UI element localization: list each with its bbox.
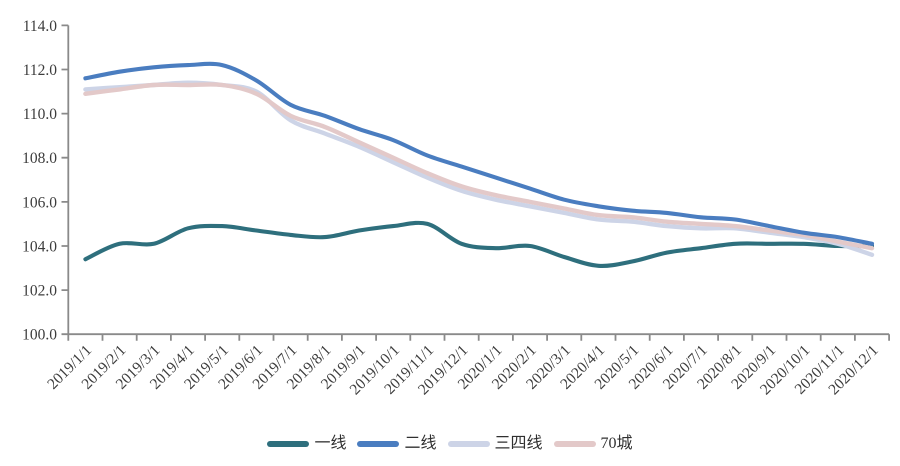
series-line-0 [83,220,875,268]
legend-label: 三四线 [494,435,543,452]
y-tick-label: 104.0 [22,239,57,256]
y-tick-label: 106.0 [22,194,57,211]
y-tick-label: 108.0 [22,150,57,167]
seventy-cities-line-swatch-icon [553,441,596,447]
legend-label: 70城 [600,435,633,452]
y-tick-label: 100.0 [22,327,57,344]
legend-label: 二线 [404,435,437,452]
chart-legend: 一线 二线 三四线 70城 [0,433,900,455]
legend-item-third-fourth-tier: 三四线 [447,435,543,452]
first-tier-line-swatch-icon [267,441,310,447]
legend-label: 一线 [314,435,347,452]
y-tick-label: 114.0 [23,18,58,35]
series-line-1 [83,61,875,246]
legend-item-70-cities: 70城 [553,435,633,452]
legend-item-second-tier: 二线 [357,435,437,452]
y-tick-label: 102.0 [22,283,57,300]
y-tick-label: 110.0 [23,106,58,123]
y-tick-label: 112.0 [23,62,58,79]
axes [61,24,890,341]
third-fourth-tier-line-swatch-icon [447,441,490,447]
second-tier-line-swatch-icon [357,441,400,447]
legend-item-first-tier: 一线 [267,436,346,452]
series-line-3 [83,82,875,251]
